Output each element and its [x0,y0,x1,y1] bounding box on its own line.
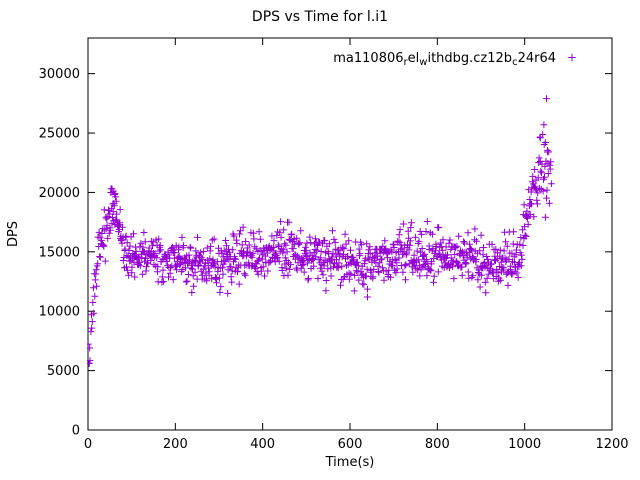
y-tick-label: 0 [72,424,80,439]
x-tick-label: 1200 [595,437,628,452]
data-points [87,95,555,367]
plot-border [87,37,613,431]
y-tick-label: 30000 [39,67,80,82]
y-tick-label: 20000 [39,186,80,201]
y-tick-label: 5000 [47,364,80,379]
y-axis-label: DPS [6,221,21,247]
axes: 0 200 400 600 800 1000 1200 0 5000 10000 15000 2000… [39,37,629,452]
x-tick-label: 0 [84,437,92,452]
x-tick-label: 600 [338,437,363,452]
x-tick-label: 400 [250,437,275,452]
y-tick-label: 10000 [39,305,80,320]
x-tick-label: 200 [163,437,188,452]
x-tick-label: 1000 [508,437,541,452]
x-tick-label: 800 [425,437,450,452]
legend-marker [568,53,576,62]
legend: ma110806relwithdbg.cz12bc24r64 [333,51,576,68]
series-points [87,95,555,367]
y-tick-label: 25000 [39,127,80,142]
chart-title: DPS vs Time for l.i1 [252,9,388,25]
x-axis-label: Time(s) [325,455,375,470]
y-tick-label: 15000 [39,245,80,260]
legend-label: ma110806relwithdbg.cz12bc24r64 [333,51,556,68]
